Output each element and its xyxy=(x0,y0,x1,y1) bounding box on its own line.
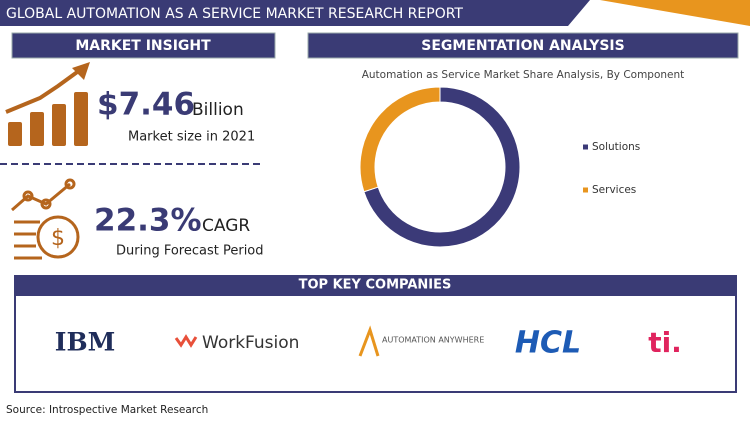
coin-icon: $ xyxy=(11,178,80,260)
logo-last: ti. xyxy=(648,326,682,359)
header-bar xyxy=(0,0,590,26)
growth-icon xyxy=(5,62,90,146)
logo-aa: AUTOMATION ANYWHERE xyxy=(382,336,484,345)
header-accent xyxy=(600,0,750,26)
logo-ibm: IBM xyxy=(55,328,116,357)
cagr-label: CAGR xyxy=(202,216,250,236)
segmentation-heading: SEGMENTATION ANALYSIS xyxy=(421,38,624,54)
legend-label: Services xyxy=(592,184,636,196)
insight-heading: MARKET INSIGHT xyxy=(75,38,211,54)
chart-subtitle: Automation as Service Market Share Analy… xyxy=(362,69,685,81)
donut xyxy=(359,86,521,248)
donut-segment xyxy=(359,86,441,193)
cagr-value: 22.3% xyxy=(94,203,202,239)
segmentation-heading-box xyxy=(307,32,739,59)
logo-hcl: HCL xyxy=(515,326,581,361)
donut-segment xyxy=(363,86,521,248)
companies-heading: TOP KEY COMPANIES xyxy=(299,278,452,293)
header-title: GLOBAL AUTOMATION AS A SERVICE MARKET RE… xyxy=(6,6,463,22)
market-unit: Billion xyxy=(192,100,244,120)
svg-text:$: $ xyxy=(51,226,65,251)
legend-label: Solutions xyxy=(592,141,640,153)
legend-swatch xyxy=(583,187,588,193)
legend-swatch xyxy=(583,144,588,150)
logo-workfusion: WorkFusion xyxy=(202,333,299,353)
market-size: $7.46 xyxy=(97,87,195,123)
source: Source: Introspective Market Research xyxy=(6,404,208,416)
insight-heading-box xyxy=(11,32,276,59)
aa-mark xyxy=(358,325,380,357)
cagr-note: During Forecast Period xyxy=(116,244,264,259)
companies-box xyxy=(14,294,737,393)
companies-heading-box xyxy=(14,275,737,295)
market-note: Market size in 2021 xyxy=(128,130,255,145)
workfusion-mark xyxy=(174,334,198,348)
